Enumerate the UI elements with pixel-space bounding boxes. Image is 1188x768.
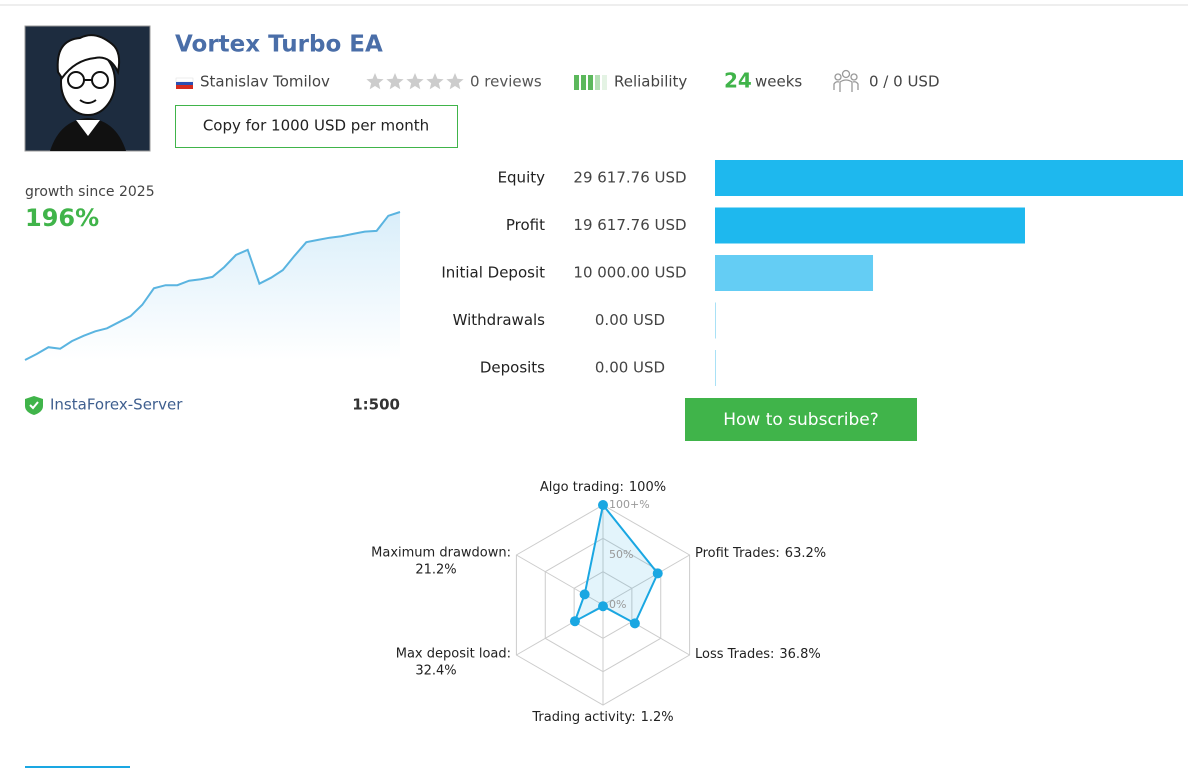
radar-tick-label: 0% bbox=[609, 598, 626, 611]
growth-chart bbox=[24, 211, 401, 361]
rating-stars bbox=[366, 73, 464, 90]
star bbox=[446, 73, 464, 90]
flag bbox=[175, 77, 194, 89]
balance-label: Equity bbox=[498, 169, 546, 187]
subscribe-button-box[interactable] bbox=[685, 398, 917, 441]
subscribers-icon bbox=[833, 69, 859, 92]
radar-axis-label: Algo trading: 100% bbox=[540, 480, 666, 495]
radar-axis-name: Loss Trades: bbox=[695, 647, 774, 662]
radar-point bbox=[569, 616, 580, 627]
balance-value: 10 000.00 USD bbox=[573, 264, 686, 282]
radar-axis-name: Max deposit load: bbox=[396, 647, 511, 662]
radar-tick-label: 100+% bbox=[609, 498, 650, 511]
growth-line bbox=[24, 211, 401, 361]
balance-bar bbox=[715, 207, 1025, 244]
balance-value: 29 617.76 USD bbox=[573, 169, 686, 187]
reliability[interactable]: Reliability bbox=[614, 73, 687, 91]
radar-axis-value: 32.4% bbox=[415, 664, 456, 679]
balance-value: 0.00 USD bbox=[595, 311, 665, 329]
balance-label: Initial Deposit bbox=[441, 264, 545, 282]
star bbox=[366, 73, 384, 90]
reliability-icon bbox=[574, 75, 607, 90]
copy-button[interactable]: Copy for 1000 USD per month bbox=[203, 117, 429, 135]
radar-axis-value: 100% bbox=[629, 480, 666, 495]
growth-label: growth since 2025 bbox=[25, 184, 155, 200]
radar-axis-value: 1.2% bbox=[641, 710, 674, 725]
balance-label: Deposits bbox=[480, 359, 545, 377]
balance-bar bbox=[715, 255, 874, 291]
radar-point bbox=[598, 500, 608, 510]
server[interactable]: InstaForex-Server bbox=[50, 396, 183, 414]
radar-axis-name: Algo trading: bbox=[540, 480, 624, 495]
growth-value: 196% bbox=[25, 204, 99, 232]
radar-chart: 100+% 50% 0% Algo trading: 100% Profit Trades… bbox=[371, 480, 826, 725]
radar-axis-label: Loss Trades: 36.8% bbox=[695, 647, 821, 662]
radar-axis-value: 36.8% bbox=[779, 647, 820, 662]
radar-spoke bbox=[602, 554, 690, 606]
radar-axis-value: 21.2% bbox=[415, 563, 456, 578]
radar-axis-name: Maximum drawdown: bbox=[371, 546, 511, 561]
radar-axis-value: 63.2% bbox=[785, 546, 826, 561]
balance-label: Withdrawals bbox=[453, 311, 546, 329]
subscribe-button[interactable]: How to subscribe? bbox=[723, 410, 879, 430]
balance-bar bbox=[715, 350, 716, 386]
star bbox=[426, 73, 444, 90]
radar-axis-label: Profit Trades: 63.2% bbox=[695, 546, 826, 561]
balance-bar bbox=[715, 160, 1183, 196]
subscribers: 0 / 0 USD bbox=[869, 73, 940, 91]
balance-value: 0.00 USD bbox=[595, 359, 665, 377]
radar-point bbox=[629, 618, 640, 629]
radar-point bbox=[652, 568, 663, 579]
weeks-label: weeks bbox=[755, 73, 802, 91]
verified-icon bbox=[25, 396, 43, 415]
signal-title[interactable]: Vortex Turbo EA bbox=[175, 32, 383, 58]
reviews[interactable]: 0 reviews bbox=[470, 73, 542, 91]
copy-button-box[interactable] bbox=[175, 105, 458, 148]
avatar bbox=[24, 25, 151, 152]
radar-point bbox=[598, 601, 608, 612]
radar-axis-label: Trading activity: 1.2% bbox=[531, 710, 673, 725]
radar-tick-label: 50% bbox=[609, 548, 633, 561]
balances: Equity 29 617.76 USD Profit 19 617.76 USD In… bbox=[441, 160, 1183, 386]
star bbox=[406, 73, 424, 90]
balance-value: 19 617.76 USD bbox=[573, 216, 686, 234]
star bbox=[386, 73, 404, 90]
balance-bar bbox=[715, 302, 716, 339]
radar-axis-name: Profit Trades: bbox=[695, 546, 780, 561]
radar-point bbox=[579, 589, 590, 600]
radar-axis-name: Trading activity: bbox=[531, 710, 635, 725]
leverage: 1:500 bbox=[352, 396, 400, 414]
weeks-value: 24 bbox=[724, 69, 752, 93]
author[interactable]: Stanislav Tomilov bbox=[200, 73, 330, 91]
balance-label: Profit bbox=[506, 216, 545, 234]
